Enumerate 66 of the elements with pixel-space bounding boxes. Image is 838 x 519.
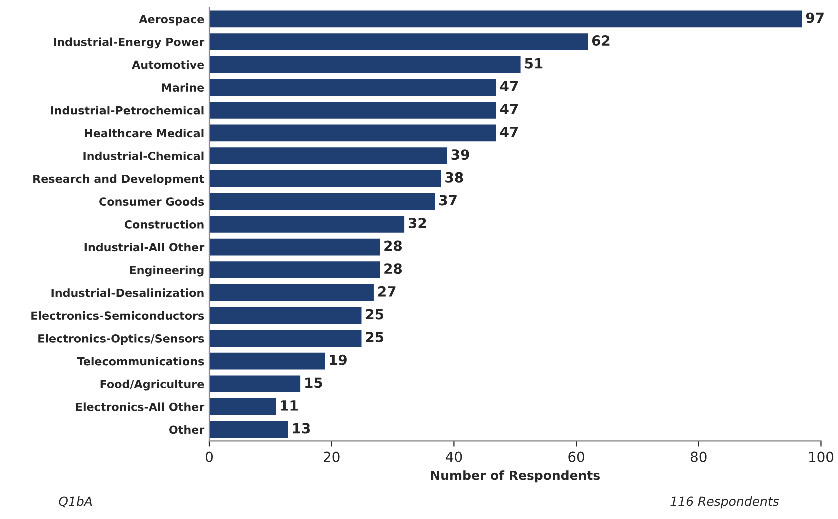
x-tick-label: 20	[324, 452, 340, 462]
y-tick-label: Engineering	[130, 266, 204, 277]
data-label: 15	[306, 378, 322, 388]
y-tick-label: Industrial-Energy Power	[54, 38, 205, 49]
y-tick-label: Telecommunications	[77, 357, 204, 366]
data-label: 39	[452, 150, 470, 160]
bar	[210, 9, 804, 30]
y-tick-label: Electronics-Optics/Sensors	[38, 334, 204, 346]
bar	[210, 123, 498, 144]
y-tick-label: Industrial-Desalinization	[52, 288, 204, 298]
data-label: 27	[378, 286, 396, 297]
bar	[210, 32, 590, 52]
bar	[210, 352, 326, 372]
y-tick-label: Electronics-Semiconductors	[32, 311, 204, 320]
data-label: 11	[281, 400, 298, 411]
data-label: 28	[384, 240, 402, 252]
x-tick-label: 60	[568, 452, 584, 462]
x-axis-title: Number of Respondents	[431, 470, 600, 483]
bar	[210, 237, 382, 258]
bar	[210, 214, 406, 234]
data-label: 32	[408, 218, 426, 228]
bar	[210, 146, 449, 166]
data-label: 51	[525, 58, 543, 69]
data-label: 37	[440, 195, 457, 206]
y-tick-label: Automotive	[132, 60, 204, 70]
data-label: 13	[293, 423, 310, 434]
x-tick-label: 80	[690, 452, 707, 462]
y-tick-label: Construction	[124, 220, 204, 229]
data-label: 97	[806, 12, 824, 24]
y-tick-label: Food/Agriculture	[100, 380, 204, 391]
bar	[210, 169, 443, 189]
data-label: 28	[384, 264, 402, 274]
bar	[210, 328, 364, 348]
y-tick-label: Industrial-Petrochemical	[51, 106, 204, 115]
bar	[210, 192, 437, 212]
bar	[210, 306, 364, 326]
y-tick-label: Aerospace	[139, 15, 204, 26]
data-label: 47	[500, 126, 518, 138]
data-label: 47	[500, 81, 518, 92]
y-tick-label: Healthcare Medical	[85, 129, 204, 138]
x-tick-label: 100	[810, 452, 834, 462]
y-tick-label: Industrial-All Other	[84, 243, 205, 252]
bar	[210, 397, 278, 417]
y-tick-label: Marine	[162, 83, 204, 92]
data-label: 62	[592, 36, 610, 46]
y-tick-label: Other	[170, 426, 205, 434]
y-tick-label: Industrial-Chemical	[84, 152, 204, 160]
y-tick-label: Consumer Goods	[100, 197, 204, 206]
bar	[210, 78, 498, 98]
bar	[210, 54, 522, 75]
text: Q1bA	[59, 496, 92, 508]
bar	[210, 100, 498, 120]
x-tick-label: 0	[206, 452, 213, 462]
text: 116 Respondents	[670, 496, 780, 509]
data-label: 25	[366, 309, 384, 320]
data-label: 47	[500, 104, 518, 114]
bar	[210, 283, 376, 303]
data-label: 25	[366, 332, 384, 343]
y-tick-label: Research and Development	[34, 174, 204, 186]
bar	[210, 420, 290, 440]
data-label: 19	[330, 354, 347, 366]
bar	[210, 260, 382, 280]
bar	[210, 374, 302, 394]
data-label: 38	[446, 172, 464, 183]
x-tick-label: 40	[446, 452, 462, 462]
y-tick-label: Electronics-All Other	[76, 402, 205, 412]
